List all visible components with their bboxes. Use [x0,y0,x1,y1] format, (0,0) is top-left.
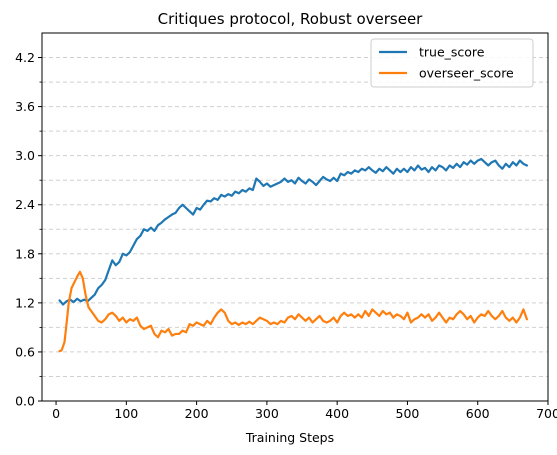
y-tick-label: 1.2 [15,295,35,310]
legend-label-overseer-score: overseer_score [419,66,514,81]
plot-frame [41,32,549,402]
series-line-overseer-score [58,270,529,353]
y-tick-label: 0.0 [15,394,35,409]
x-tick-label: 0 [52,406,60,421]
x-axis-label: Training Steps [245,430,334,445]
y-tick-label: 3.6 [15,99,35,114]
x-tick-label: 500 [396,406,420,421]
y-tick-label: 4.2 [15,50,35,65]
x-tick-label: 600 [466,406,490,421]
series-line-true-score [58,157,529,306]
legend-box [370,38,534,88]
x-tick-label: 400 [325,406,349,421]
x-tick-label: 200 [185,406,209,421]
axes: 0 100 200 300 400 500 600 700 0.0 0.6 1.2 1.8 2.4 3.0… [15,32,557,421]
x-tick-label: 100 [114,406,138,421]
chart-title: Critiques protocol, Robust overseer [158,10,424,28]
y-tick-label: 0.6 [15,344,35,359]
y-tick-label: 2.4 [15,197,35,212]
x-tick-label: 300 [255,406,279,421]
y-tick-label: 1.8 [15,246,35,261]
legend: true_score overseer_score [370,38,534,88]
y-tick-label: 3.0 [15,148,35,163]
x-tick-label: 700 [536,406,557,421]
series-group [58,157,529,353]
legend-label-true-score: true_score [419,45,485,60]
